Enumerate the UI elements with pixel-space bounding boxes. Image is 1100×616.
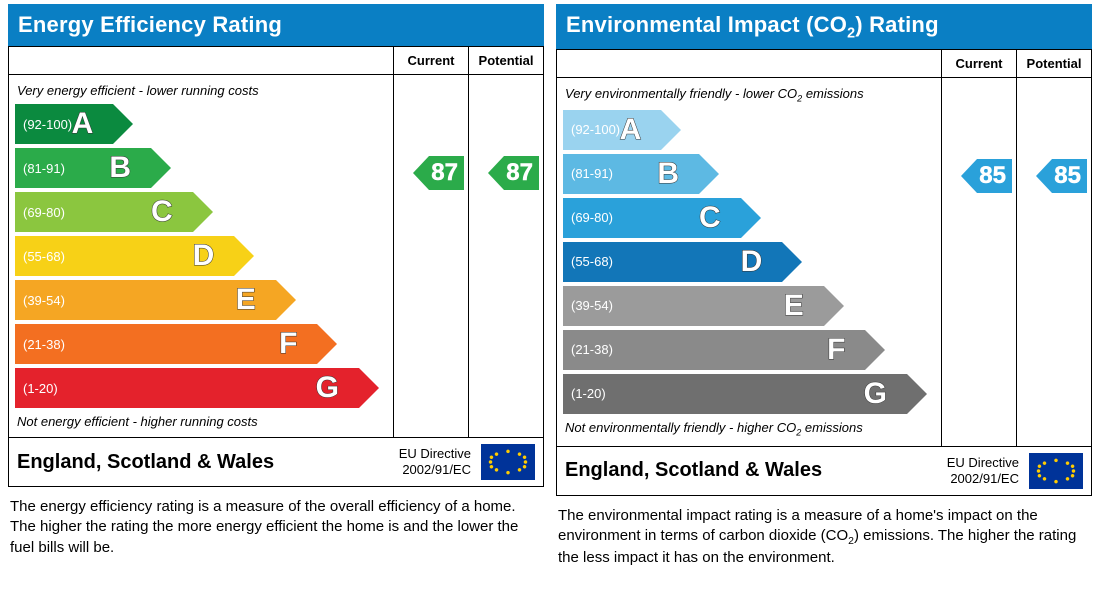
chart-body: Very energy efficient - lower running co… <box>9 75 543 437</box>
band-range: (39-54) <box>563 298 613 313</box>
column-potential: Potential <box>1016 50 1091 77</box>
panel-title: Environmental Impact (CO2) Rating <box>556 4 1092 49</box>
band-letter: D <box>741 245 763 279</box>
footer-row: England, Scotland & Wales EU Directive 2… <box>9 437 543 486</box>
band-letter: C <box>151 195 173 229</box>
band-letter: A <box>620 113 642 147</box>
band-letter: B <box>109 151 131 185</box>
region-label: England, Scotland & Wales <box>17 451 389 474</box>
rating-pointer: 87 <box>488 156 539 190</box>
band-range: (81-91) <box>563 166 613 181</box>
description: The environmental impact rating is a mea… <box>556 506 1092 569</box>
band-range: (21-38) <box>563 342 613 357</box>
rating-pointer: 87 <box>413 156 464 190</box>
rating-band-f: (21-38) F <box>15 324 393 364</box>
band-letter: F <box>279 327 297 361</box>
rating-pointer: 85 <box>1036 159 1087 193</box>
band-letter: B <box>657 157 679 191</box>
bottom-note: Not energy efficient - higher running co… <box>17 414 393 429</box>
band-letter: D <box>193 239 215 273</box>
header-row: Current Potential <box>9 47 543 75</box>
band-range: (1-20) <box>15 381 58 396</box>
rating-band-a: (92-100)A <box>15 104 393 144</box>
potential-column: 87 <box>468 75 543 437</box>
column-current: Current <box>941 50 1016 77</box>
band-letter: A <box>72 107 94 141</box>
panel-title: Energy Efficiency Rating <box>8 4 544 46</box>
rating-band-g: (1-20) G <box>563 374 941 414</box>
bars-area: Very energy efficient - lower running co… <box>9 75 393 437</box>
current-column: 85 <box>941 78 1016 445</box>
rating-band-e: (39-54) E <box>15 280 393 320</box>
rating-value: 87 <box>504 156 539 190</box>
band-range: (81-91) <box>15 161 65 176</box>
band-range: (1-20) <box>563 386 606 401</box>
column-current: Current <box>393 47 468 74</box>
top-note: Very environmentally friendly - lower CO… <box>565 86 941 104</box>
rating-band-e: (39-54) E <box>563 286 941 326</box>
energy-efficiency-panel: Energy Efficiency Rating Current Potenti… <box>8 4 544 612</box>
top-note: Very energy efficient - lower running co… <box>17 83 393 98</box>
description: The energy efficiency rating is a measur… <box>8 497 544 558</box>
environmental-impact-panel: Environmental Impact (CO2) Rating Curren… <box>556 4 1092 612</box>
chart-box: Current Potential Very environmentally f… <box>556 49 1092 495</box>
band-range: (21-38) <box>15 337 65 352</box>
rating-pointer: 85 <box>961 159 1012 193</box>
band-letter: F <box>827 333 845 367</box>
band-letter: C <box>699 201 721 235</box>
band-range: (55-68) <box>15 249 65 264</box>
eu-flag-icon <box>481 444 535 480</box>
eu-directive: EU Directive 2002/91/EC <box>399 446 471 477</box>
potential-column: 85 <box>1016 78 1091 445</box>
band-range: (69-80) <box>15 205 65 220</box>
chart-box: Current Potential Very energy efficient … <box>8 46 544 487</box>
rating-band-g: (1-20) G <box>15 368 393 408</box>
eu-directive: EU Directive 2002/91/EC <box>947 455 1019 486</box>
footer-row: England, Scotland & Wales EU Directive 2… <box>557 446 1091 495</box>
band-range: (69-80) <box>563 210 613 225</box>
chart-body: Very environmentally friendly - lower CO… <box>557 78 1091 445</box>
band-letter: G <box>316 371 339 405</box>
rating-value: 87 <box>429 156 464 190</box>
rating-band-b: (81-91) B <box>563 154 941 194</box>
eu-flag-icon <box>1029 453 1083 489</box>
rating-band-c: (69-80) C <box>563 198 941 238</box>
bottom-note: Not environmentally friendly - higher CO… <box>565 420 941 438</box>
rating-value: 85 <box>1052 159 1087 193</box>
rating-band-b: (81-91) B <box>15 148 393 188</box>
band-letter: G <box>864 377 887 411</box>
column-potential: Potential <box>468 47 543 74</box>
band-range: (55-68) <box>563 254 613 269</box>
rating-band-c: (69-80) C <box>15 192 393 232</box>
header-row: Current Potential <box>557 50 1091 78</box>
rating-band-d: (55-68) D <box>563 242 941 282</box>
band-range: (92-100) <box>15 117 72 132</box>
rating-band-d: (55-68) D <box>15 236 393 276</box>
rating-band-a: (92-100)A <box>563 110 941 150</box>
band-range: (92-100) <box>563 122 620 137</box>
bars-area: Very environmentally friendly - lower CO… <box>557 78 941 445</box>
current-column: 87 <box>393 75 468 437</box>
band-letter: E <box>236 283 256 317</box>
band-range: (39-54) <box>15 293 65 308</box>
band-letter: E <box>784 289 804 323</box>
region-label: England, Scotland & Wales <box>565 459 937 482</box>
rating-value: 85 <box>977 159 1012 193</box>
rating-band-f: (21-38) F <box>563 330 941 370</box>
